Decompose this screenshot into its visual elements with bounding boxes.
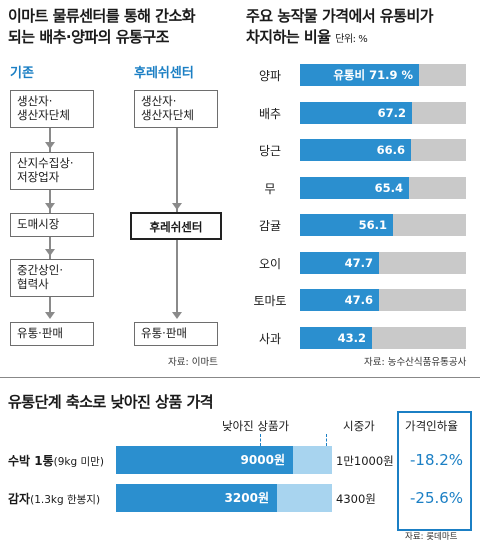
legacy-step-collector: 산지수집상· 저장업자 <box>10 152 94 190</box>
legacy-step-producer: 생산자· 생산자단체 <box>10 90 94 128</box>
price-row-item-detail: (1.3kg 한봉지) <box>30 494 101 506</box>
cost-category-label: 오이 <box>258 257 282 271</box>
cost-chart-title-line2: 차지하는 비율 단위: % <box>246 27 368 50</box>
price-row-label: 수박 1통(9kg 미만) <box>8 452 104 469</box>
fresh-arrow-2 <box>172 312 182 319</box>
legacy-flow-line <box>49 110 51 315</box>
cost-category-label: 무 <box>264 182 276 196</box>
fresh-arrow-1 <box>172 203 182 210</box>
price-rate-label: -25.6% <box>410 489 464 507</box>
market-price-label: 4300원 <box>336 492 376 506</box>
cost-bar: 43.2 <box>300 327 372 349</box>
legacy-step-wholesale: 도매시장 <box>10 213 94 237</box>
fresh-step-sales: 유통·판매 <box>134 322 218 346</box>
fresh-step-producer: 생산자· 생산자단체 <box>134 90 218 128</box>
legacy-step-sales-line1: 유통·판매 <box>17 326 63 340</box>
flow-title-line1: 이마트 물류센터를 통해 간소화 <box>8 7 196 25</box>
legacy-step-producer-line1: 생산자· <box>17 94 53 108</box>
cost-bar: 56.1 <box>300 214 393 236</box>
cost-chart-source: 자료: 농수산식품유통공사 <box>364 357 467 368</box>
cost-bar: 47.6 <box>300 289 379 311</box>
flow-source: 자료: 이마트 <box>168 357 218 368</box>
price-row-label: 감자(1.3kg 한봉지) <box>8 490 100 507</box>
reduced-price-bar: 3200원 <box>116 484 277 512</box>
legacy-arrow-4 <box>45 312 55 319</box>
cost-chart-title-line1: 주요 농작물 가격에서 유통비가 <box>246 7 434 25</box>
reduced-price-bar: 9000원 <box>116 446 293 474</box>
cost-category-label: 사과 <box>258 332 282 346</box>
legacy-step-wholesale-line1: 도매시장 <box>17 217 60 231</box>
section-divider <box>0 377 480 378</box>
fresh-step-center-line1: 후레쉬센터 <box>149 220 203 234</box>
legacy-arrow-1 <box>45 142 55 149</box>
fresh-step-center: 후레쉬센터 <box>130 212 222 240</box>
rate-box <box>397 411 472 531</box>
cost-chart-unit: 단위: % <box>335 34 368 45</box>
legacy-step-middleman: 중간상인· 협력사 <box>10 259 94 297</box>
legacy-step-collector-line2: 저장업자 <box>17 170 60 184</box>
cost-bar: 67.2 <box>300 102 412 124</box>
reduced-col-guide <box>260 434 261 446</box>
legacy-column-header: 기존 <box>10 66 34 81</box>
cost-bar: 유통비 71.9 % <box>300 64 419 86</box>
fresh-step-producer-line2: 생산자단체 <box>141 108 194 122</box>
cost-bar: 47.7 <box>300 252 379 274</box>
price-row-item: 감자 <box>8 492 31 506</box>
market-price-col-header: 시중가 <box>343 419 375 433</box>
legacy-step-collector-line1: 산지수집상· <box>17 156 74 170</box>
price-row-item: 수박 1통 <box>8 454 54 468</box>
price-chart-source: 자료: 롯데마트 <box>405 532 458 542</box>
legacy-arrow-2 <box>45 203 55 210</box>
cost-bar: 65.4 <box>300 177 409 199</box>
reduced-price-col-header: 낮아진 상품가 <box>222 419 290 433</box>
cost-category-label: 감귤 <box>258 219 282 233</box>
legacy-step-producer-line2: 생산자단체 <box>17 108 70 122</box>
market-col-guide <box>326 434 327 446</box>
fresh-column-header: 후레쉬센터 <box>134 66 194 81</box>
legacy-step-sales: 유통·판매 <box>10 322 94 346</box>
legacy-arrow-3 <box>45 249 55 256</box>
price-row-item-detail: (9kg 미만) <box>53 456 104 468</box>
cost-bar: 66.6 <box>300 139 411 161</box>
fresh-step-producer-line1: 생산자· <box>141 94 177 108</box>
cost-category-label: 토마토 <box>253 294 287 308</box>
legacy-step-middleman-line1: 중간상인· <box>17 263 63 277</box>
cost-category-label: 배추 <box>258 107 282 121</box>
cost-category-label: 양파 <box>258 69 282 83</box>
flow-title-line2: 되는 배추·양파의 유통구조 <box>8 28 169 46</box>
price-rate-label: -18.2% <box>410 451 464 469</box>
fresh-step-sales-line1: 유통·판매 <box>141 326 187 340</box>
cost-category-label: 당근 <box>258 144 282 158</box>
market-price-label: 1만1000원 <box>336 454 394 468</box>
price-chart-title: 유통단계 축소로 낮아진 상품 가격 <box>8 393 214 411</box>
cost-chart-title-line2-text: 차지하는 비율 <box>246 28 331 46</box>
rate-col-header: 가격인하율 <box>405 419 458 433</box>
legacy-step-middleman-line2: 협력사 <box>17 277 49 291</box>
